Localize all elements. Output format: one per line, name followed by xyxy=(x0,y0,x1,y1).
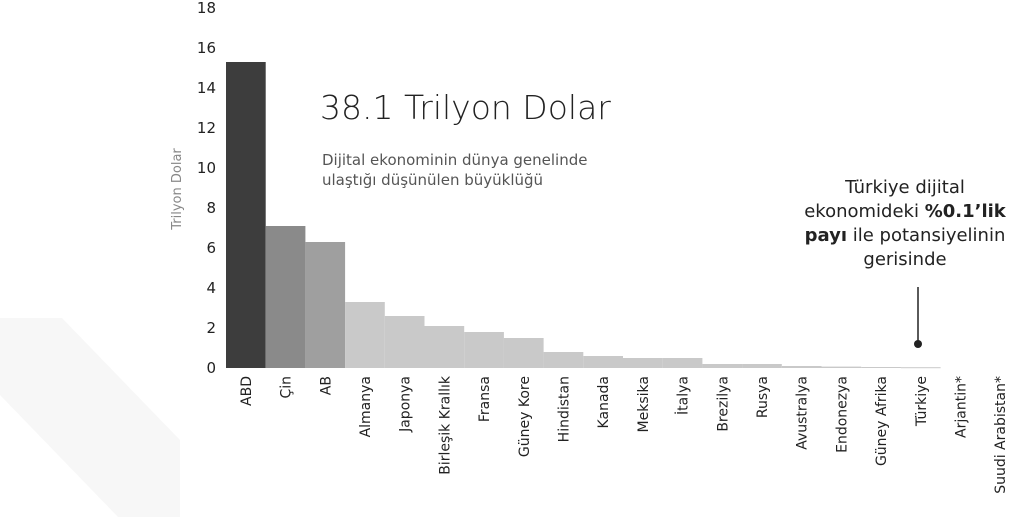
y-tick-label: 10 xyxy=(197,159,216,177)
y-tick-label: 6 xyxy=(206,239,216,257)
y-tick-label: 0 xyxy=(206,359,216,377)
subtitle-line-2: ulaştığı düşünülen büyüklüğü xyxy=(322,171,544,189)
bar xyxy=(702,364,743,368)
bar xyxy=(464,332,504,368)
x-tick-label: Birleşik Krallık xyxy=(437,375,453,475)
x-tick-label: Arjantin* xyxy=(953,376,969,438)
x-axis: ABD Çin AB Almanya Japonya Birleşik Krallık Fr… xyxy=(239,375,1009,494)
y-tick-label: 12 xyxy=(197,119,216,137)
bar xyxy=(503,338,544,368)
note-line-2: ekonomideki %0.1’lik xyxy=(790,200,1014,224)
total-headline: 38.1 Trilyon Dolar xyxy=(320,88,611,127)
bars xyxy=(226,62,941,369)
bar xyxy=(662,358,703,368)
x-tick-label: ABD xyxy=(239,376,255,406)
bar xyxy=(623,358,663,368)
x-tick-label: Türkiye xyxy=(914,376,930,427)
headline-subtitle: Dijital ekonominin dünya genelinde ulaşt… xyxy=(322,150,587,190)
x-tick-label: Brezilya xyxy=(715,376,731,432)
bar xyxy=(821,366,862,368)
x-tick-label: Fransa xyxy=(477,376,493,422)
bar xyxy=(265,226,306,368)
x-tick-label: Kanada xyxy=(596,376,612,428)
x-tick-label: Hindistan xyxy=(556,376,572,442)
bar xyxy=(345,302,385,368)
x-tick-label: Endonezya xyxy=(834,376,850,453)
y-axis: 0 2 4 6 8 10 12 14 16 18 xyxy=(197,0,216,377)
x-tick-label: Güney Kore xyxy=(517,376,533,457)
bar xyxy=(543,352,584,368)
bar xyxy=(305,242,346,368)
x-tick-label: Suudi Arabistan* xyxy=(993,376,1009,494)
note-line-3-bold: payı xyxy=(804,225,847,246)
turkey-annotation: Türkiye dijital ekonomideki %0.1’lik pay… xyxy=(790,176,1014,272)
note-line-3: payı ile potansiyelinin xyxy=(790,224,1014,248)
x-tick-label: Çin xyxy=(279,376,295,399)
x-tick-label: İtalya xyxy=(674,376,692,415)
x-tick-label: Japonya xyxy=(398,376,414,433)
subtitle-line-1: Dijital ekonominin dünya genelinde xyxy=(322,151,588,169)
bar xyxy=(781,366,822,368)
bar xyxy=(900,367,941,369)
x-tick-label: Avustralya xyxy=(795,376,811,450)
note-line-2-bold: %0.1’lik xyxy=(924,201,1006,222)
annotation-pointer-dot xyxy=(914,340,922,348)
note-line-3-post: ile potansiyelinin xyxy=(847,225,1006,246)
y-tick-label: 2 xyxy=(206,319,216,337)
x-tick-label: Rusya xyxy=(755,376,771,418)
y-tick-label: 8 xyxy=(206,199,216,217)
bar xyxy=(226,62,266,368)
x-tick-label: Almanya xyxy=(358,376,374,437)
y-tick-label: 16 xyxy=(197,39,216,57)
y-axis-label: Trilyon Dolar xyxy=(170,148,185,231)
y-tick-label: 18 xyxy=(197,0,216,17)
note-line-1: Türkiye dijital xyxy=(845,177,965,198)
x-tick-label: Meksika xyxy=(636,376,652,432)
note-line-4: gerisinde xyxy=(863,249,947,270)
x-tick-label: AB xyxy=(318,376,334,395)
bar xyxy=(424,326,465,368)
y-tick-label: 14 xyxy=(197,79,216,97)
note-line-2-pre: ekonomideki xyxy=(804,201,925,222)
bar xyxy=(583,356,623,368)
bar xyxy=(861,367,901,368)
x-tick-label: Güney Afrika xyxy=(874,376,890,466)
bar xyxy=(742,364,782,368)
bar xyxy=(384,316,425,368)
y-tick-label: 4 xyxy=(206,279,216,297)
